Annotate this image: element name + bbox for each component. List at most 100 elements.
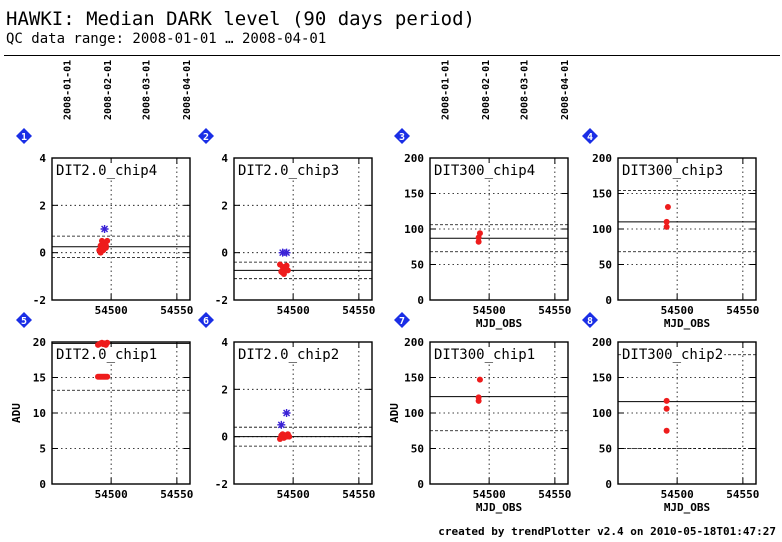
y-tick-label: 4: [221, 336, 228, 349]
x-tick-label: 54550: [160, 488, 193, 501]
x-axis-label: MJD_OBS: [476, 317, 522, 330]
y-tick-label: 150: [592, 372, 612, 385]
panel-title: DIT2.0_chip2: [238, 347, 339, 363]
y-tick-label: 20: [33, 336, 46, 349]
y-tick-label: 2: [221, 199, 228, 212]
panel-title: DIT2.0_chip1: [56, 347, 157, 363]
x-tick-label: 54500: [95, 488, 128, 501]
y-tick-label: 0: [39, 247, 46, 260]
panel-title-background: [55, 163, 159, 179]
plot-frame: [233, 341, 373, 485]
x-tick-label: 54500: [661, 488, 694, 501]
y-tick-label: 200: [404, 336, 424, 349]
x-tick-label: 54550: [726, 488, 759, 501]
y-tick-label: 0: [221, 431, 228, 444]
data-point: [102, 244, 109, 251]
y-tick-label: 50: [411, 443, 424, 456]
panel-index-number: 5: [21, 316, 27, 327]
data-point: [104, 373, 111, 380]
x-tick-label: 54550: [342, 488, 375, 501]
panel-title-background: [237, 347, 341, 363]
panel-index-number: 8: [587, 316, 593, 327]
y-tick-label: 0: [221, 247, 228, 260]
data-point: [475, 238, 482, 245]
panel-title-background: [55, 347, 159, 363]
data-point: [284, 267, 291, 274]
y-axis-label: ADU: [10, 403, 23, 423]
panel-title: DIT300_chip1: [434, 347, 535, 363]
data-point: [476, 376, 483, 383]
panel-4: 0 50 100 150 200 54500 54550 MJD_OBS DIT300_chip…: [582, 128, 759, 330]
panel-1: -2 0 2 4 54500 54550 DIT2.0_chip4 1 2008-01-01 20…: [16, 60, 193, 317]
data-point: [663, 405, 670, 412]
date-tick-label: 2008-01-01: [62, 60, 73, 120]
x-tick-label: 54550: [538, 488, 571, 501]
y-tick-label: -2: [33, 294, 46, 307]
y-tick-label: -2: [215, 478, 228, 491]
title-divider: [4, 55, 780, 56]
y-tick-label: 0: [605, 478, 612, 491]
panel-index-badge: [582, 128, 598, 144]
x-tick-label: 54500: [277, 488, 310, 501]
date-tick-label: 2008-02-01: [103, 60, 114, 120]
data-point: [104, 237, 111, 244]
y-tick-label: 100: [592, 407, 612, 420]
date-tick-label: 2008-04-01: [560, 60, 571, 120]
panel-title-background: [237, 163, 341, 179]
x-tick-label: 54500: [277, 304, 310, 317]
x-tick-label: 54550: [538, 304, 571, 317]
data-point: [475, 394, 482, 401]
y-tick-label: 150: [592, 188, 612, 201]
y-tick-label: 200: [592, 336, 612, 349]
panel-index-badge: [394, 312, 410, 328]
y-tick-label: 0: [605, 294, 612, 307]
y-tick-label: 0: [39, 478, 46, 491]
star-point: [277, 420, 286, 429]
y-tick-label: 100: [404, 407, 424, 420]
date-tick-label: 2008-03-01: [141, 60, 152, 120]
y-tick-label: 2: [221, 383, 228, 396]
panel-7: 0 50 100 150 200 54500 54550 MJD_OBS ADU DIT300_c…: [388, 312, 571, 514]
y-tick-label: 150: [404, 372, 424, 385]
panel-title-background: [433, 163, 537, 179]
data-point: [104, 339, 111, 346]
panel-index-badge: [198, 128, 214, 144]
page-subtitle: QC data range: 2008-01-01 … 2008-04-01: [6, 31, 327, 47]
y-tick-label: 5: [39, 443, 46, 456]
y-tick-label: -2: [215, 294, 228, 307]
panel-8: 0 50 100 150 200 54500 54550 MJD_OBS DIT300_chip…: [582, 312, 759, 514]
x-tick-label: 54550: [160, 304, 193, 317]
y-tick-label: 50: [411, 259, 424, 272]
data-point: [663, 427, 670, 434]
panel-index-number: 7: [399, 316, 405, 327]
panel-index-number: 6: [203, 316, 209, 327]
x-tick-label: 54550: [726, 304, 759, 317]
x-axis-label: MJD_OBS: [664, 317, 710, 330]
y-tick-label: 200: [592, 152, 612, 165]
footer-credit: created by trendPlotter v2.4 on 2010-05-…: [438, 525, 776, 538]
y-tick-label: 100: [404, 223, 424, 236]
panel-title: DIT2.0_chip3: [238, 163, 339, 179]
panel-title-background: [621, 163, 725, 179]
data-point: [663, 397, 670, 404]
data-point: [283, 262, 290, 269]
y-tick-label: 2: [39, 199, 46, 212]
date-tick-label: 2008-04-01: [182, 60, 193, 120]
data-point: [663, 223, 670, 230]
panel-index-number: 2: [203, 132, 209, 143]
page-title: HAWKI: Median DARK level (90 days period…: [6, 8, 475, 30]
x-axis-label: MJD_OBS: [664, 501, 710, 514]
date-tick-label: 2008-01-01: [440, 60, 451, 120]
star-point: [282, 409, 291, 417]
date-tick-label: 2008-03-01: [519, 60, 530, 120]
panel-index-badge: [16, 312, 32, 328]
panel-title: DIT300_chip3: [622, 163, 723, 179]
y-axis-label: ADU: [388, 403, 401, 423]
x-tick-label: 54500: [473, 304, 506, 317]
y-tick-label: 0: [417, 478, 424, 491]
y-tick-label: 4: [221, 152, 228, 165]
panel-index-badge: [16, 128, 32, 144]
star-point: [100, 225, 109, 233]
y-tick-label: 15: [33, 372, 46, 385]
data-point: [664, 203, 671, 210]
